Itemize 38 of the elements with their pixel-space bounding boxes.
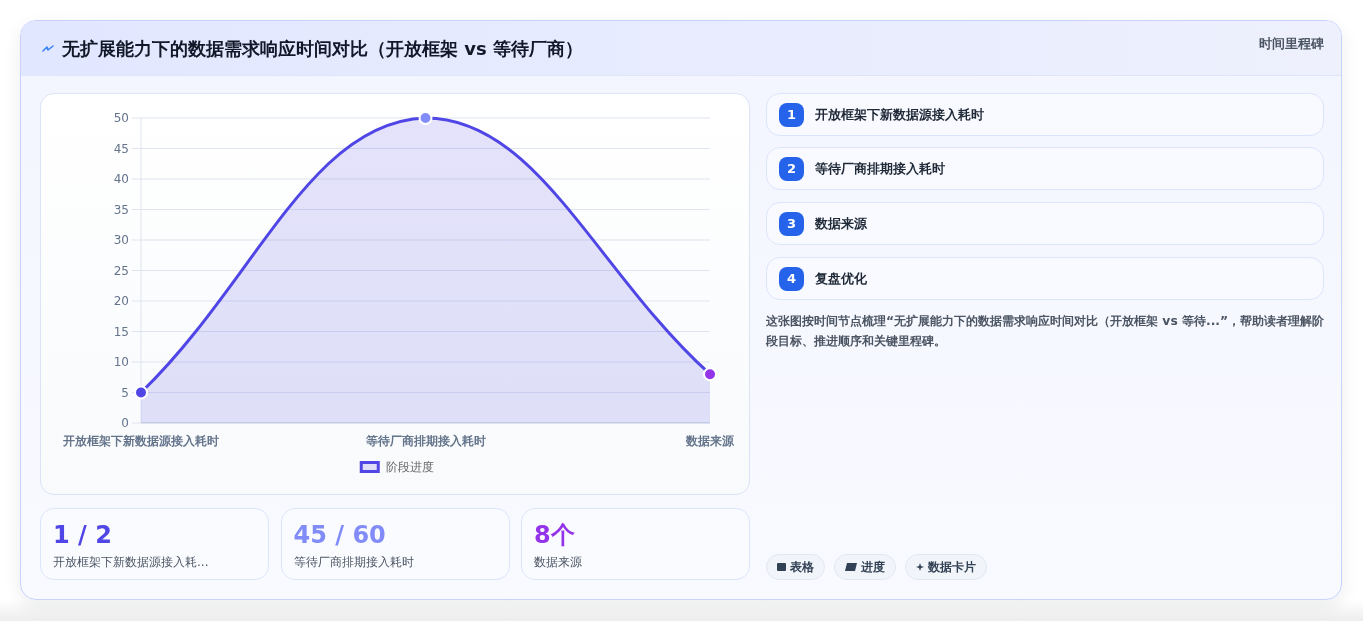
text: 4 xyxy=(779,267,804,291)
y-tick-label: 5 xyxy=(121,385,129,400)
x-tick-label: 数据来源 xyxy=(685,434,735,448)
x-tick-label: 开放框架下新数据源接入耗时 xyxy=(62,434,219,448)
text: 1 xyxy=(779,103,804,127)
point xyxy=(134,385,148,400)
text: 2 xyxy=(779,157,804,181)
category-label: 开放框架下新数据源接入耗... xyxy=(53,554,209,571)
point xyxy=(418,111,433,125)
category-label: 数据来源 xyxy=(534,554,582,571)
y-tick-label: 10 xyxy=(113,355,129,369)
y-tick-label: 45 xyxy=(113,141,129,156)
point xyxy=(703,367,717,382)
category-label: 等待厂商排期接入耗时 xyxy=(815,160,945,178)
y-tick-label: 0 xyxy=(121,416,129,430)
y-tick-label: 40 xyxy=(113,172,129,186)
text: 3 xyxy=(779,212,804,236)
y-tick-label: 25 xyxy=(113,263,129,278)
text: 数据卡片 xyxy=(928,558,976,576)
chart-title: 无扩展能力下的数据需求响应时间对比（开放框架 vs 等待厂商） xyxy=(62,37,583,61)
y-tick-label: 30 xyxy=(113,233,129,247)
legend-label: 阶段进度 xyxy=(385,460,434,474)
category-label: 数据来源 xyxy=(815,215,867,233)
text: 这张图按时间节点梳理“无扩展能力下的数据需求响应时间对比（开放框架 vs 等待...”，帮助读者理解阶段目标、推进顺序和关键里程碑。 xyxy=(766,313,1326,350)
text: 时间里程碑 xyxy=(1259,35,1324,53)
x-tick-label: 等待厂商排期接入耗时 xyxy=(364,434,486,448)
text: 8个 xyxy=(534,520,575,550)
category-label: 开放框架下新数据源接入耗时 xyxy=(815,106,984,124)
category-label: 等待厂商排期接入耗时 xyxy=(293,554,414,571)
y-tick-label: 20 xyxy=(113,294,129,308)
y-tick-label: 35 xyxy=(113,202,129,217)
text: 进度 xyxy=(861,558,885,576)
text: 表格 xyxy=(790,558,814,576)
text: 45 / 60 xyxy=(293,520,386,550)
category-label: 复盘优化 xyxy=(815,270,867,288)
text: 1 / 2 xyxy=(53,520,112,550)
y-tick-label: 50 xyxy=(113,111,129,125)
y-tick-label: 15 xyxy=(113,324,129,339)
